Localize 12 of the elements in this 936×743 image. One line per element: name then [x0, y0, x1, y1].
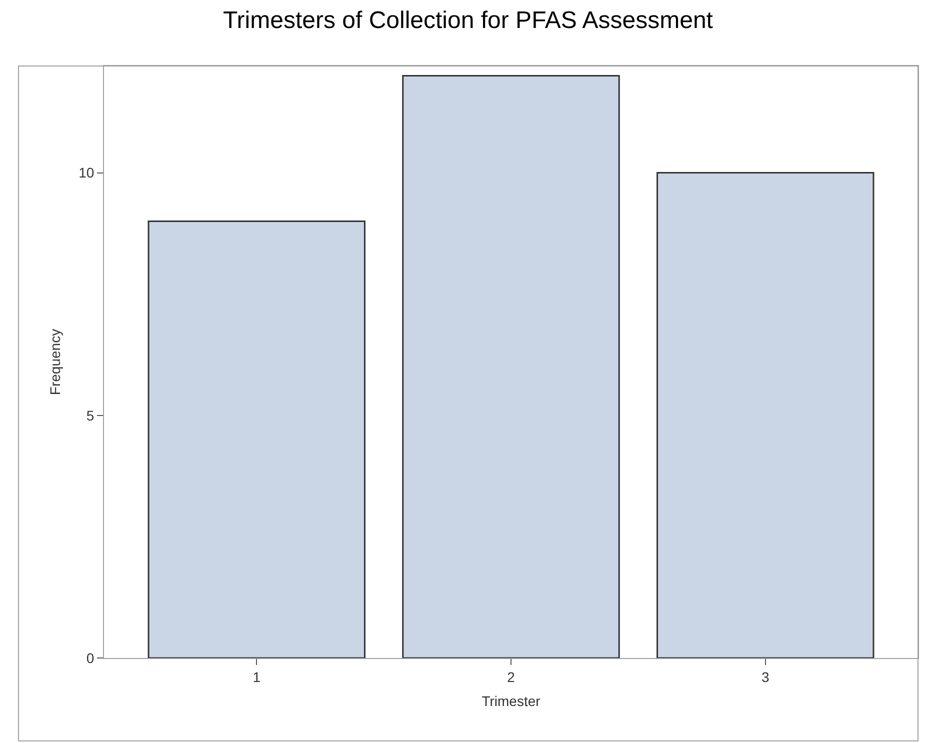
x-tick-label: 1: [252, 668, 261, 685]
y-tick-label: 10: [78, 164, 94, 181]
x-tick-label: 2: [507, 668, 516, 685]
y-tick-label: 0: [86, 650, 94, 666]
chart-title: Trimesters of Collection for PFAS Assessment: [223, 6, 714, 34]
y-axis-title: Frequency: [47, 328, 64, 396]
x-tick-label: 3: [761, 668, 770, 685]
bar: [148, 220, 366, 658]
x-axis-title: Trimester: [482, 693, 541, 710]
bar: [402, 74, 620, 658]
bar: [656, 172, 874, 658]
y-tick-label: 5: [86, 407, 94, 424]
